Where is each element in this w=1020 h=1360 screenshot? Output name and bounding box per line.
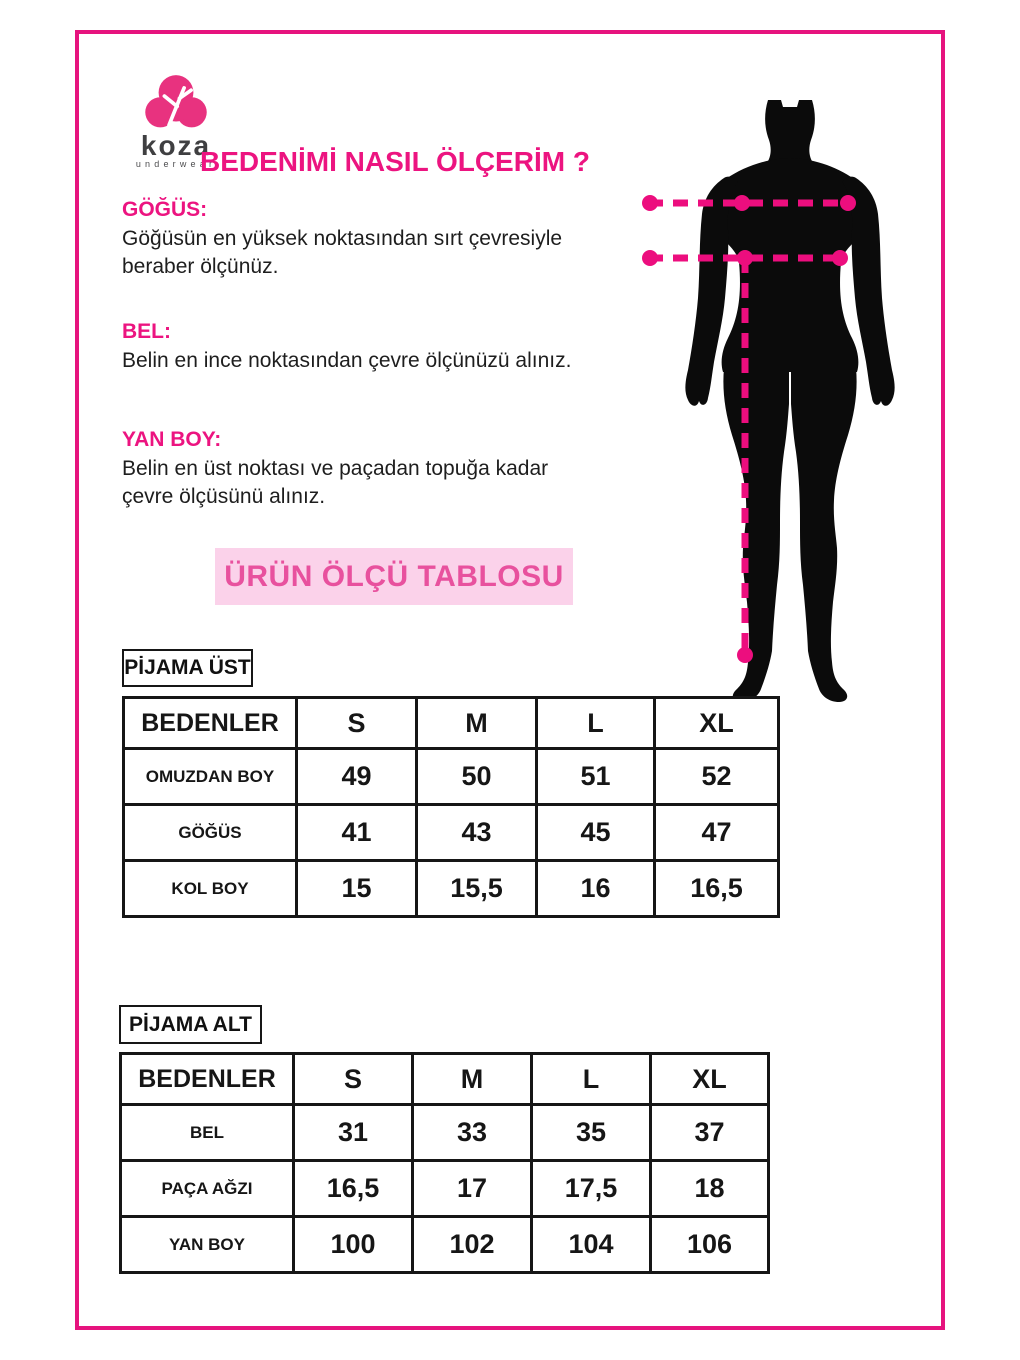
cell-value: 16,5 (653, 859, 780, 918)
size-table-banner: ÜRÜN ÖLÇÜ TABLOSU (215, 548, 573, 605)
cell-value: 35 (530, 1103, 652, 1162)
koza-cocoon-icon (145, 75, 207, 128)
cell-value: 45 (535, 803, 656, 862)
table-header-row: BEDENLER S M L XL (122, 696, 780, 750)
section-heading-bel: BEL: (122, 320, 171, 343)
section-body-gogus: Göğüsün en yüksek noktasından sırt çevre… (122, 227, 563, 278)
size-table-pijama-ust: BEDENLER S M L XL OMUZDAN BOY 49 50 51 5… (122, 696, 780, 918)
table-header-row: BEDENLER S M L XL (119, 1052, 770, 1106)
size-table-pijama-alt: BEDENLER S M L XL BEL 31 33 35 37 PAÇA A… (119, 1052, 770, 1274)
brand-logo: koza underwear (116, 74, 236, 169)
section-heading-yanboy: YAN BOY: (122, 428, 222, 451)
cell-value: 50 (415, 747, 538, 806)
table-row: OMUZDAN BOY 49 50 51 52 (122, 747, 780, 806)
cell-value: 17,5 (530, 1159, 652, 1218)
header-size-m: M (411, 1052, 533, 1106)
section-heading-gogus: GÖĞÜS: (122, 198, 208, 221)
row-label: BEL (119, 1103, 295, 1162)
measure-endpoint-dots (642, 195, 856, 663)
cell-value: 100 (292, 1215, 414, 1274)
cell-value: 31 (292, 1103, 414, 1162)
table-row: YAN BOY 100 102 104 106 (119, 1215, 770, 1274)
header-size-m: M (415, 696, 538, 750)
table-label-pijama-ust: PİJAMA ÜST (122, 649, 253, 687)
cell-value: 102 (411, 1215, 533, 1274)
header-size-xl: XL (653, 696, 780, 750)
cell-value: 15 (295, 859, 418, 918)
cell-value: 47 (653, 803, 780, 862)
cell-value: 52 (653, 747, 780, 806)
cell-value: 37 (649, 1103, 770, 1162)
female-body-silhouette (685, 100, 895, 702)
header-size-xl: XL (649, 1052, 770, 1106)
cell-value: 51 (535, 747, 656, 806)
table-row: KOL BOY 15 15,5 16 16,5 (122, 859, 780, 918)
row-label: YAN BOY (119, 1215, 295, 1274)
cell-value: 15,5 (415, 859, 538, 918)
header-bedenler: BEDENLER (119, 1052, 295, 1106)
section-body-yanboy: Belin en üst noktası ve paçadan topuğa k… (122, 457, 549, 508)
table-row: GÖĞÜS 41 43 45 47 (122, 803, 780, 862)
cell-value: 43 (415, 803, 538, 862)
cell-value: 17 (411, 1159, 533, 1218)
body-silhouette-figure (640, 70, 940, 725)
header-size-s: S (295, 696, 418, 750)
cell-value: 16 (535, 859, 656, 918)
page-title: BEDENİMİ NASIL ÖLÇERİM ? (200, 146, 590, 177)
cell-value: 104 (530, 1215, 652, 1274)
header-size-l: L (530, 1052, 652, 1106)
row-label: PAÇA AĞZI (119, 1159, 295, 1218)
cell-value: 49 (295, 747, 418, 806)
brand-subtitle: underwear (135, 159, 217, 169)
brand-name: koza (140, 130, 212, 161)
cell-value: 18 (649, 1159, 770, 1218)
cell-value: 33 (411, 1103, 533, 1162)
table-row: BEL 31 33 35 37 (119, 1103, 770, 1162)
cell-value: 16,5 (292, 1159, 414, 1218)
header-bedenler: BEDENLER (122, 696, 298, 750)
cell-value: 106 (649, 1215, 770, 1274)
section-body-bel: Belin en ince noktasından çevre ölçünüzü… (122, 349, 572, 372)
row-label: OMUZDAN BOY (122, 747, 298, 806)
table-label-pijama-alt: PİJAMA ALT (119, 1005, 262, 1044)
header-size-l: L (535, 696, 656, 750)
row-label: KOL BOY (122, 859, 298, 918)
header-size-s: S (292, 1052, 414, 1106)
row-label: GÖĞÜS (122, 803, 298, 862)
cell-value: 41 (295, 803, 418, 862)
table-row: PAÇA AĞZI 16,5 17 17,5 18 (119, 1159, 770, 1218)
